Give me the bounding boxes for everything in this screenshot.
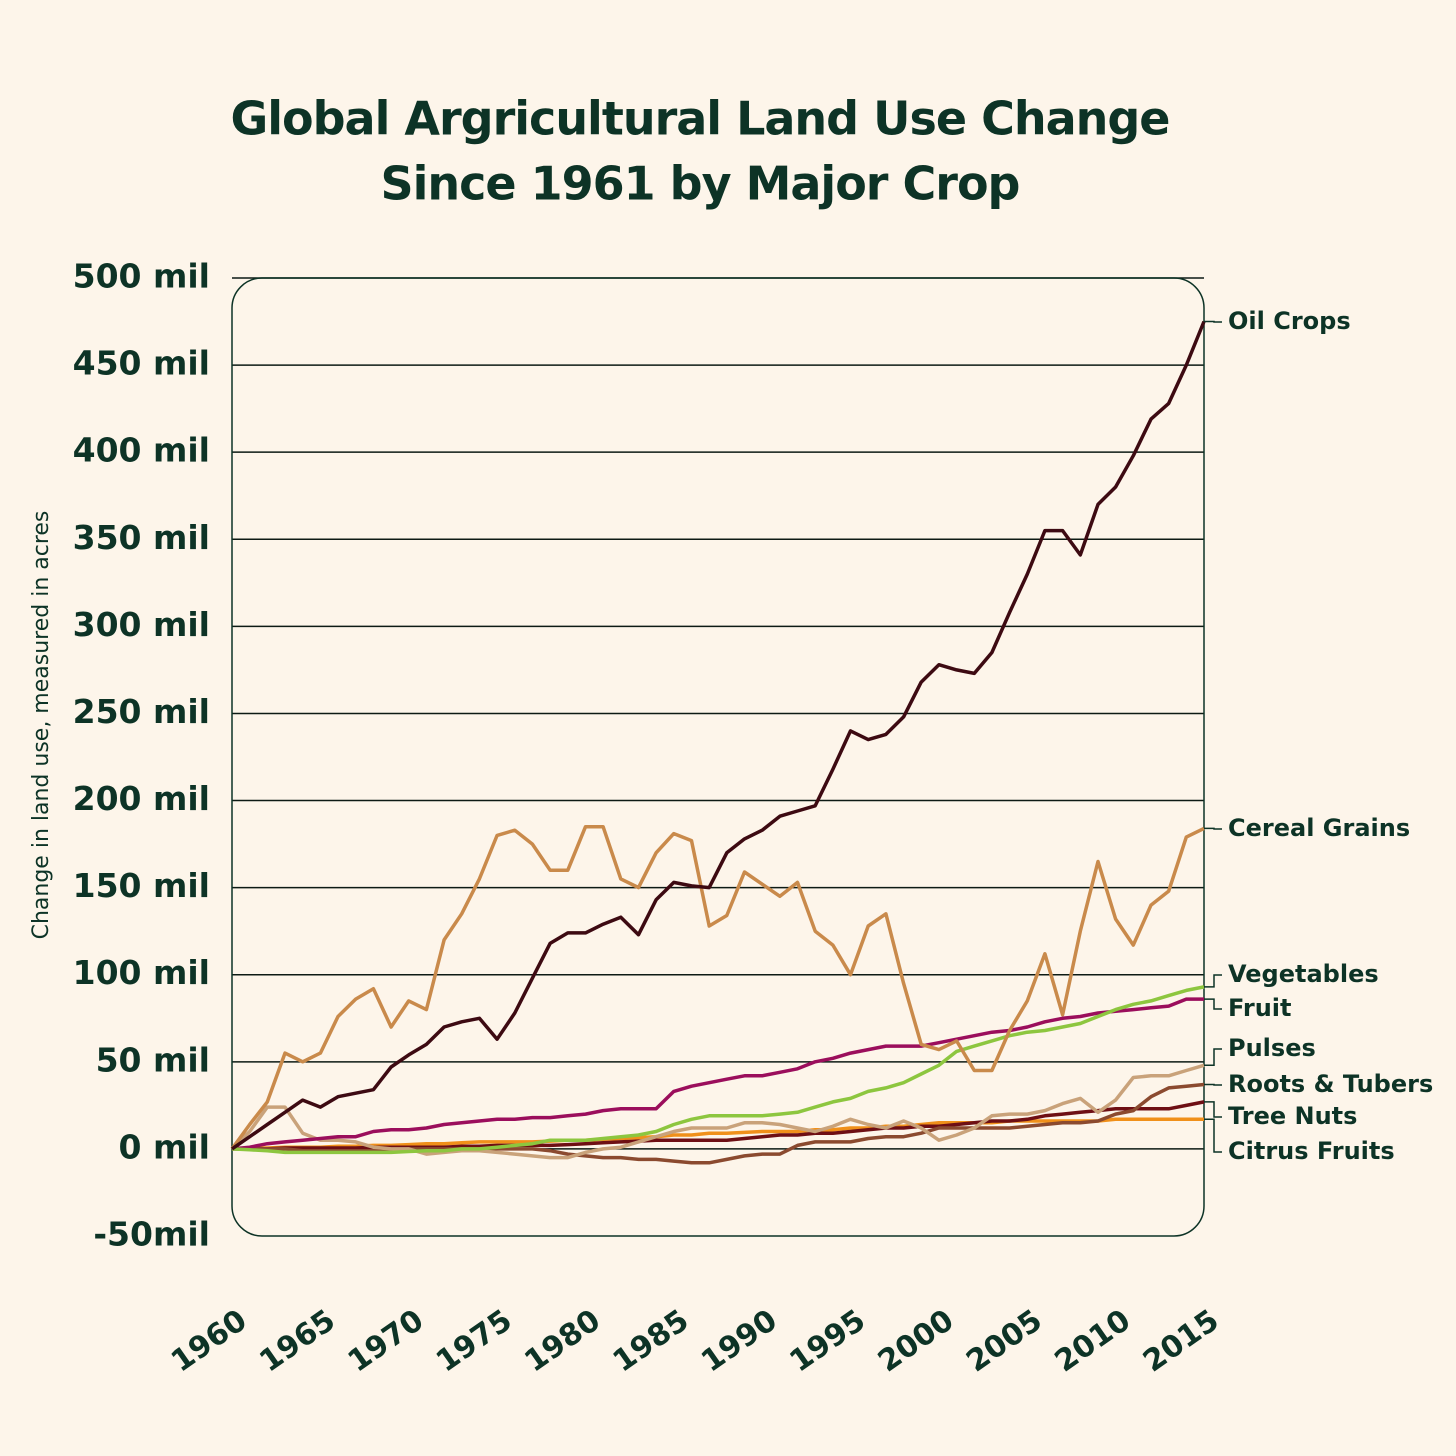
plot-frame [231, 277, 1205, 1237]
series-label: Tree Nuts [1228, 1102, 1357, 1130]
y-tick-label: 50 mil [96, 1040, 210, 1079]
label-connector [1204, 1118, 1222, 1153]
label-connector [1204, 320, 1222, 323]
y-tick-label: 200 mil [73, 779, 210, 818]
series-label: Oil Crops [1228, 307, 1351, 335]
series-line [231, 985, 1205, 1155]
y-tick-label: 350 mil [73, 518, 210, 557]
label-connector [1204, 1048, 1222, 1067]
y-tick-label: 150 mil [73, 866, 210, 905]
series-group [230, 320, 1206, 1165]
chart-title: Since 1961 by Major Crop [381, 157, 1020, 211]
label-connector [1204, 974, 1222, 988]
label-connector [1204, 1083, 1222, 1086]
series-line [231, 1117, 1204, 1151]
label-connector [1204, 998, 1222, 1010]
chart-title: Global Argricultural Land Use Change [231, 92, 1170, 146]
series-line [230, 824, 1205, 1150]
y-tick-label: 500 mil [73, 257, 210, 296]
series-line [231, 997, 1204, 1151]
series-label: Pulses [1228, 1034, 1316, 1062]
series-line [231, 320, 1206, 1151]
series-label: Vegetables [1228, 960, 1379, 988]
y-tick-label: -50mil [93, 1215, 210, 1254]
y-tick-label: 300 mil [73, 605, 210, 644]
y-tick-label: 450 mil [73, 344, 210, 383]
label-connector [1204, 827, 1222, 830]
y-tick-label: 0 mil [119, 1127, 210, 1166]
label-connector [1204, 1101, 1222, 1118]
y-tick-label: 400 mil [73, 431, 210, 470]
series-label: Cereal Grains [1228, 814, 1410, 842]
series-label: Fruit [1228, 994, 1291, 1022]
y-tick-label: 100 mil [73, 953, 210, 992]
series-line [230, 1063, 1205, 1160]
series-label: Citrus Fruits [1228, 1137, 1395, 1165]
series-label: Roots & Tubers [1228, 1070, 1433, 1098]
y-tick-label: 250 mil [73, 692, 210, 731]
y-axis-title: Change in land use, measured in acres [29, 511, 54, 940]
